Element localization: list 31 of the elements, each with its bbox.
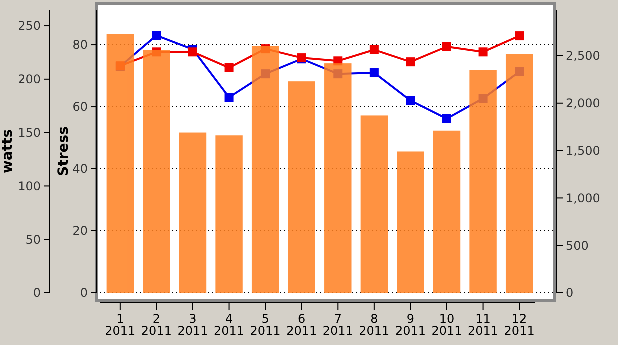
x-tick-label: 8 2011 xyxy=(359,312,390,338)
y3-tick-label: 100 xyxy=(18,179,41,194)
x-tick-label: 7 2011 xyxy=(322,312,354,338)
x-tick-label: 3 2011 xyxy=(178,312,208,338)
y2-tick-label: 1,500 xyxy=(566,144,600,158)
x-tick-label: 12 2011 xyxy=(504,312,535,338)
y3-tick-label: 0 xyxy=(33,286,41,300)
y2-tick-label: 0 xyxy=(566,286,574,300)
x-tick-label: 9 2011 xyxy=(395,312,426,338)
x-tick-label: 1 2011 xyxy=(105,312,136,338)
x-tick-label: 10 2011 xyxy=(432,312,462,338)
x-tick-label: 6 2011 xyxy=(286,312,318,338)
y-axis-title: Stress xyxy=(56,126,72,176)
x-tick-label: 11 2011 xyxy=(468,312,499,338)
y2-tick-label: 1,000 xyxy=(566,191,600,206)
x-tick-label: 4 2011 xyxy=(214,312,245,338)
y-tick-label: 60 xyxy=(72,100,88,114)
y3-tick-label: 200 xyxy=(18,72,41,87)
y2-tick-label: 500 xyxy=(566,238,589,253)
y2-tick-label: 2,000 xyxy=(566,96,600,111)
y-tick-label: 80 xyxy=(72,38,88,52)
y-tick-label: 0 xyxy=(80,286,88,300)
y3-tick-label: 150 xyxy=(18,126,41,140)
y-tick-label: 40 xyxy=(72,162,88,176)
x-tick-label: 5 2011 xyxy=(250,312,281,338)
x-tick-label: 2 2011 xyxy=(141,312,172,338)
y3-axis-title: watts xyxy=(0,129,16,174)
y3-tick-label: 50 xyxy=(26,232,41,247)
y-tick-label: 20 xyxy=(72,224,88,238)
y2-tick-label: 2,500 xyxy=(566,49,600,64)
y3-tick-label: 250 xyxy=(18,19,41,34)
